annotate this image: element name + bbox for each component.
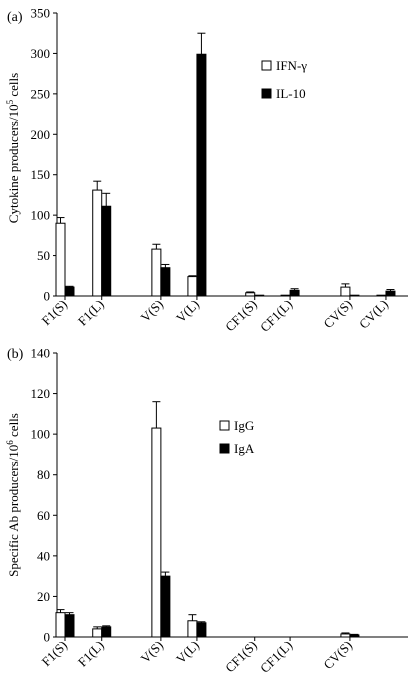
panel-a-ylabel: Cytokine producers/105 cells	[5, 73, 21, 223]
bar-il-10	[160, 267, 171, 297]
bar-iga	[196, 622, 207, 638]
y-tick-label: 60	[37, 508, 50, 523]
bar-igg	[151, 427, 162, 638]
panel-b-legend: IgG IgA	[219, 418, 255, 456]
bar-il-10	[385, 290, 396, 297]
x-tick-label: F1(L)	[75, 297, 107, 329]
bar-ifn-	[92, 189, 103, 297]
panel-a-chart: (a) Cytokine producers/105 cells IFN-γ I…	[5, 6, 408, 335]
x-tick-label: CF1(S)	[222, 638, 260, 676]
legend-label-ifn-gamma: IFN-γ	[276, 58, 307, 73]
y-tick-label: 350	[31, 6, 51, 21]
x-tick-label: CF1(S)	[222, 297, 260, 335]
bar-ifn-	[376, 294, 387, 297]
bar-iga	[349, 634, 360, 638]
legend-label-iga: IgA	[234, 441, 255, 456]
bar-il-10	[349, 294, 360, 297]
panel-b-chart: (b) Specific Ab producers/106 cells IgG …	[5, 346, 408, 676]
bar-ifn-	[245, 292, 256, 297]
bar-il-10	[196, 53, 207, 297]
x-tick-label: V(L)	[173, 297, 202, 326]
panel-b-label: (b)	[7, 347, 24, 362]
x-tick-label: V(S)	[138, 638, 166, 666]
bar-ifn-	[280, 294, 291, 297]
y-tick-label: 0	[44, 630, 51, 645]
y-tick-label: 0	[44, 289, 51, 304]
bar-iga	[160, 575, 171, 638]
x-tick-label: CF1(L)	[257, 638, 295, 676]
x-tick-label: V(S)	[138, 297, 166, 325]
legend-swatch-ifn-gamma	[261, 60, 272, 71]
bar-iga	[64, 614, 75, 638]
y-tick-label: 200	[31, 127, 51, 142]
y-tick-label: 80	[37, 467, 50, 482]
y-tick-label: 300	[31, 46, 51, 61]
bar-il-10	[64, 286, 75, 297]
y-tick-label: 100	[31, 208, 51, 223]
bar-il-10	[101, 205, 112, 297]
bar-igg	[187, 620, 198, 638]
x-tick-label: CF1(L)	[257, 297, 295, 335]
bar-ifn-	[151, 248, 162, 297]
y-tick-label: 50	[37, 248, 50, 263]
bar-ifn-	[187, 276, 198, 297]
legend-swatch-il-10	[261, 88, 272, 99]
bar-il-10	[289, 289, 300, 297]
panel-a-label: (a)	[7, 10, 23, 25]
bar-igg	[92, 628, 103, 638]
x-tick-label: CV(S)	[320, 297, 355, 332]
x-tick-label: V(L)	[173, 638, 202, 667]
bar-igg	[55, 612, 66, 638]
y-tick-label: 120	[31, 386, 51, 401]
bar-iga	[101, 626, 112, 638]
legend-label-il-10: IL-10	[276, 86, 306, 101]
panel-a-legend: IFN-γ IL-10	[261, 58, 307, 101]
bar-ifn-	[55, 222, 66, 297]
bar-il-10	[254, 294, 265, 297]
y-tick-label: 20	[37, 589, 50, 604]
x-tick-label: CV(L)	[356, 297, 391, 332]
y-tick-label: 140	[31, 346, 51, 361]
y-tick-label: 100	[31, 427, 51, 442]
y-tick-label: 150	[31, 167, 51, 182]
legend-swatch-igg	[219, 420, 230, 431]
bar-ifn-	[340, 286, 351, 297]
y-tick-label: 40	[37, 548, 50, 563]
x-tick-label: F1(L)	[75, 638, 107, 670]
y-tick-label: 250	[31, 86, 51, 101]
bar-igg	[340, 633, 351, 638]
panel-b-ylabel: Specific Ab producers/106 cells	[5, 413, 21, 577]
legend-swatch-iga	[219, 443, 230, 454]
x-tick-label: CV(S)	[320, 638, 355, 673]
legend-label-igg: IgG	[234, 418, 254, 433]
